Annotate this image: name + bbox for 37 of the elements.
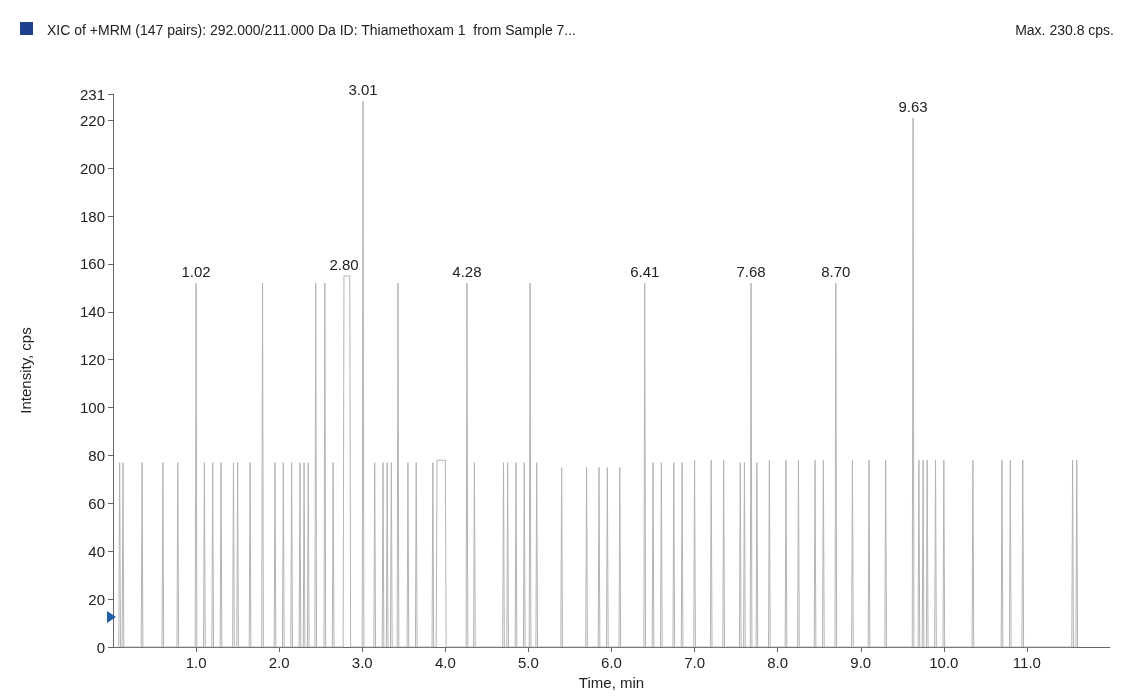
x-tick-label: 9.0 xyxy=(850,654,872,671)
x-tick-label: 11.0 xyxy=(1012,654,1041,671)
annotation: 2.80 xyxy=(329,255,359,273)
annotation: 6.41 xyxy=(630,263,660,281)
y-tick-label: 80 xyxy=(88,446,105,464)
x-tick-label: 3.0 xyxy=(351,654,373,671)
annotation: 9.63 xyxy=(898,97,928,115)
text: Max. 230.8 cps. xyxy=(1015,22,1114,38)
x-axis-title: Time, min xyxy=(578,674,645,691)
annotation: 1.02 xyxy=(181,263,211,281)
annotation: 7.68 xyxy=(736,263,766,281)
annotation: 4.28 xyxy=(452,263,482,281)
annotation: 8.70 xyxy=(821,263,851,281)
x-tick-label: 7.0 xyxy=(684,654,706,671)
y-tick-label: 231 xyxy=(79,85,105,103)
line-series xyxy=(118,100,1079,648)
chart-title: XIC of +MRM (147 pairs): 292.000/211.000 Da ID: Thiamethoxam 1 from Sample 7... xyxy=(47,22,577,38)
y-tick-label: 220 xyxy=(79,111,105,129)
y-tick-label: 180 xyxy=(79,207,105,225)
x-tick-label: 10.0 xyxy=(929,654,959,671)
x-tick-label: 5.0 xyxy=(517,654,539,671)
annotation: 3.01 xyxy=(348,81,378,99)
y-tick-label: 40 xyxy=(88,542,105,560)
x-tick-label: 8.0 xyxy=(767,654,789,671)
y-tick-label: 140 xyxy=(79,303,105,321)
y-tick-label: 60 xyxy=(88,494,105,512)
y-tick-label: 0 xyxy=(96,638,105,656)
y-tick-label: 20 xyxy=(88,590,105,608)
x-tick-label: 6.0 xyxy=(601,654,622,671)
x-tick-label: 1.0 xyxy=(185,654,207,671)
x-tick-label: 2.0 xyxy=(268,654,290,671)
y-tick-label: 120 xyxy=(79,351,105,369)
y-tick-label: 160 xyxy=(79,255,105,273)
y-tick-label: 200 xyxy=(79,159,105,177)
x-tick-label: 4.0 xyxy=(434,654,456,671)
y-axis-title: Intensity, cps xyxy=(17,327,34,414)
y-tick-label: 100 xyxy=(79,399,105,417)
